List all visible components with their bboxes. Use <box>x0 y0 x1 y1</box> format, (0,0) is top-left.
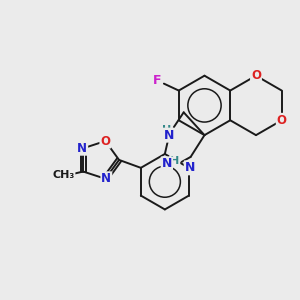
Text: N: N <box>101 172 111 185</box>
Text: CH₃: CH₃ <box>52 169 74 179</box>
Text: N: N <box>164 129 174 142</box>
Text: N: N <box>185 161 195 174</box>
Text: F: F <box>153 74 161 87</box>
Text: O: O <box>251 69 261 82</box>
Text: O: O <box>100 135 110 148</box>
Text: H: H <box>170 156 179 166</box>
Text: N: N <box>77 142 87 155</box>
Text: H: H <box>162 125 172 135</box>
Text: O: O <box>277 114 287 127</box>
Text: N: N <box>162 158 172 170</box>
